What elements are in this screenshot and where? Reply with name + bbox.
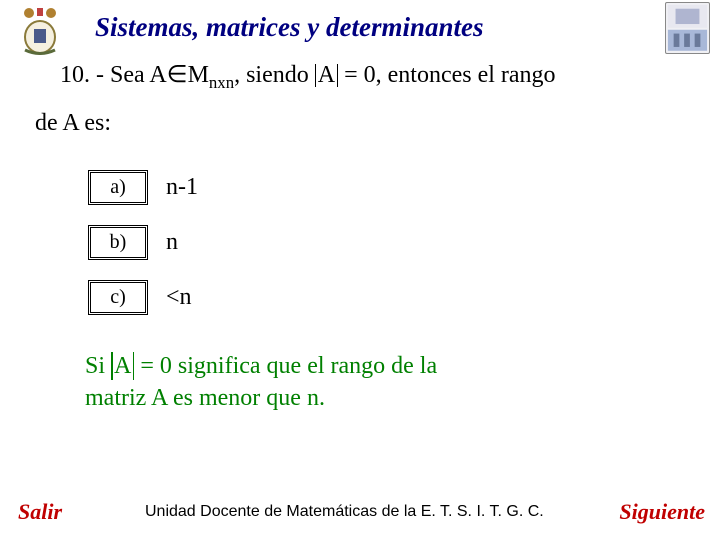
explanation-det-notation: A <box>111 350 134 382</box>
next-button[interactable]: Siguiente <box>619 499 705 525</box>
question-line2: de A es: <box>35 110 111 137</box>
element-symbol: ∈ <box>167 62 188 88</box>
explanation-pre: Si <box>85 353 111 379</box>
determinant-notation: A <box>315 62 338 89</box>
explanation-line2: matriz A es menor que n. <box>85 385 325 411</box>
set-subscript: nxn <box>209 73 234 92</box>
question-mid: , siendo <box>234 62 315 88</box>
option-b-button[interactable]: b) <box>88 225 148 260</box>
page-title: Sistemas, matrices y determinantes <box>95 12 484 43</box>
option-a-text: n-1 <box>166 174 198 201</box>
option-c-text: <n <box>166 284 192 311</box>
crest-icon <box>15 5 65 55</box>
footer: Salir Unidad Docente de Matemáticas de l… <box>0 485 720 525</box>
option-b-text: n <box>166 229 178 256</box>
footer-unit-text: Unidad Docente de Matemáticas de la E. T… <box>145 503 544 521</box>
option-c-button[interactable]: c) <box>88 280 148 315</box>
question-line1: 10. - Sea A∈Mnxn, siendo A = 0, entonces… <box>60 60 556 93</box>
set-name: M <box>188 62 209 88</box>
question-prefix: 10. - Sea A <box>60 62 167 88</box>
question-after: = 0, entonces el rango <box>338 62 555 88</box>
option-a-row: a) n-1 <box>88 170 198 205</box>
option-b-row: b) n <box>88 225 178 260</box>
explanation-mid: = 0 significa que el rango de la <box>134 353 437 379</box>
exit-button[interactable]: Salir <box>18 499 62 525</box>
explanation-text: Si A = 0 significa que el rango de la ma… <box>85 350 437 415</box>
institution-logo-icon <box>665 2 710 54</box>
option-a-button[interactable]: a) <box>88 170 148 205</box>
option-c-row: c) <n <box>88 280 192 315</box>
